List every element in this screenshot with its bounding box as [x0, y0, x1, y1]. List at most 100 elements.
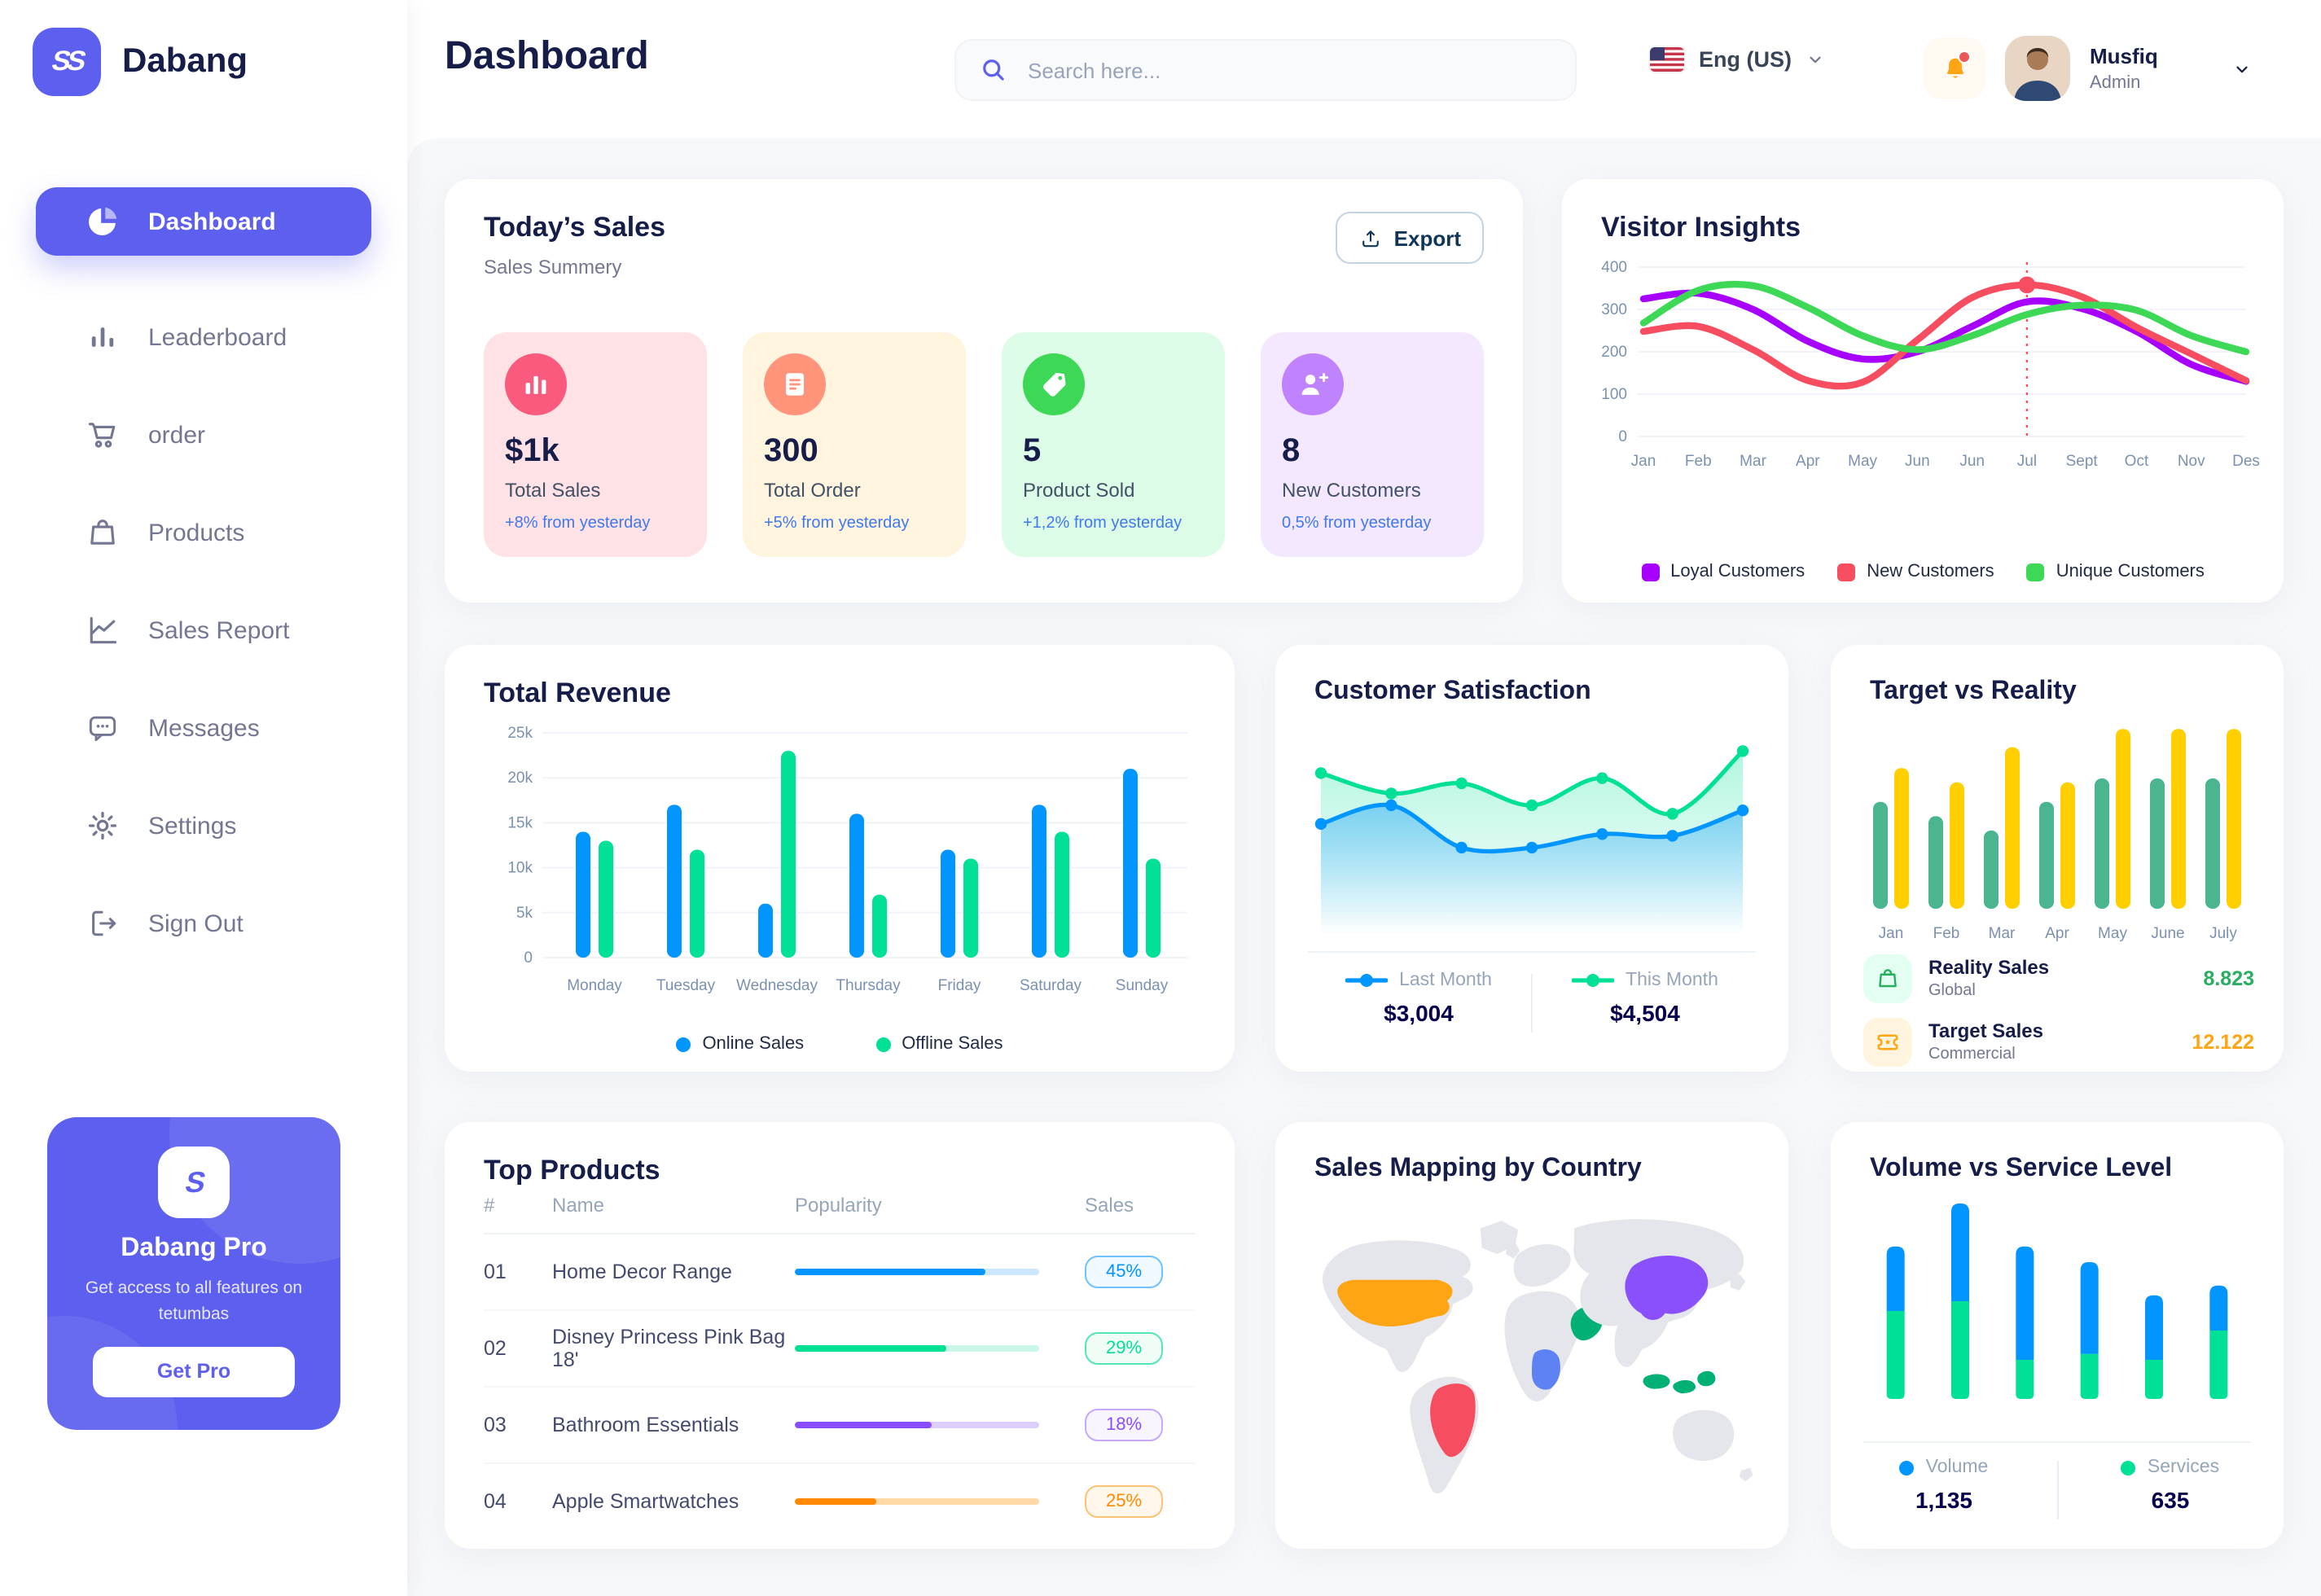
- svg-text:Friday: Friday: [938, 977, 981, 994]
- brand-logo-icon: SS: [33, 28, 101, 96]
- line-chart-icon: [85, 612, 121, 648]
- legend-value: 8.823: [2203, 967, 2254, 990]
- map-indonesia-2: [1673, 1379, 1696, 1394]
- sales-badge: 18%: [1085, 1409, 1163, 1441]
- stat-label: Total Sales: [505, 479, 601, 502]
- product-name: Home Decor Range: [552, 1261, 732, 1283]
- sidebar-item-label: Dashboard: [148, 208, 276, 235]
- legend-value: $4,504: [1610, 1000, 1680, 1026]
- map-united-states: [1337, 1279, 1453, 1326]
- customer-satisfaction-chart: [1301, 720, 1762, 946]
- stat-label: Total Order: [764, 479, 861, 502]
- svg-text:Thursday: Thursday: [836, 977, 901, 994]
- sidebar-item-label: Leaderboard: [148, 323, 287, 351]
- stat-card-total-sales: $1k Total Sales +8% from yesterday: [484, 332, 707, 557]
- sidebar-item-label: Sign Out: [148, 910, 244, 937]
- sales-mapping-card: Sales Mapping by Country: [1275, 1122, 1788, 1549]
- stat-card-new-customers: 8 New Customers 0,5% from yesterday: [1261, 332, 1484, 557]
- table-row: 03 Bathroom Essentials 18%: [484, 1388, 1196, 1464]
- svg-text:300: 300: [1601, 301, 1627, 318]
- target-vs-reality-legend: Reality Sales Global 8.823 Target Sales Comm…: [1863, 954, 2254, 1081]
- svg-text:Mar: Mar: [1989, 925, 2016, 942]
- todays-sales-subtitle: Sales Summery: [484, 256, 622, 278]
- sidebar-item-settings[interactable]: Settings: [0, 793, 407, 858]
- shopping-bag-icon: [1863, 954, 1912, 1003]
- svg-text:Sept: Sept: [2066, 453, 2099, 470]
- user-menu[interactable]: Musfiq Admin: [2005, 36, 2251, 101]
- sidebar-item-dashboard[interactable]: Dashboard: [36, 187, 371, 256]
- language-label: Eng (US): [1699, 47, 1792, 72]
- upload-icon: [1362, 230, 1379, 247]
- pro-logo-icon: S: [158, 1147, 230, 1218]
- stat-value: 5: [1023, 433, 1042, 469]
- top-products-title: Top Products: [484, 1155, 660, 1186]
- language-selector[interactable]: Eng (US): [1650, 47, 1824, 72]
- visitor-insights-chart: 400 300 200 100 0 Jan Feb Mar Apr May Jun Jun Jul Sep…: [1582, 254, 2262, 500]
- notification-button[interactable]: [1924, 37, 1985, 99]
- stat-card-total-order: 300 Total Order +5% from yesterday: [743, 332, 966, 557]
- pro-title: Dabang Pro: [121, 1234, 267, 1262]
- sign-out-icon: [85, 905, 121, 941]
- todays-sales-card: Today’s Sales Sales Summery Export $1k To…: [445, 179, 1523, 603]
- top-products-card: Top Products # Name Popularity Sales 01 H…: [445, 1122, 1235, 1549]
- sidebar-item-messages[interactable]: Messages: [0, 695, 407, 761]
- svg-text:20k: 20k: [507, 770, 533, 787]
- sidebar-item-products[interactable]: Products: [0, 500, 407, 565]
- export-button[interactable]: Export: [1335, 212, 1484, 264]
- search-icon: [983, 59, 1004, 81]
- svg-text:June: June: [2151, 925, 2184, 942]
- svg-text:Jan: Jan: [1631, 453, 1656, 470]
- target-vs-reality-chart: Jan Feb Mar Apr May June July: [1863, 710, 2251, 962]
- map-japan: [1730, 1274, 1746, 1291]
- total-revenue-card: Total Revenue 0 5k 10k 15k 20k 25k Monday Tuesd…: [445, 645, 1235, 1072]
- stat-value: 300: [764, 433, 818, 469]
- chevron-down-icon: [1806, 50, 1824, 68]
- stat-label: Product Sold: [1023, 479, 1135, 502]
- legend-item: Services 635: [2074, 1458, 2266, 1513]
- table-row: 01 Home Decor Range 45%: [484, 1234, 1196, 1311]
- sales-badge: 29%: [1085, 1332, 1163, 1365]
- sidebar-item-sales-report[interactable]: Sales Report: [0, 598, 407, 663]
- sidebar-item-label: Messages: [148, 714, 260, 742]
- stats-row: $1k Total Sales +8% from yesterday 300 Total…: [484, 332, 1484, 557]
- sidebar-item-order[interactable]: order: [0, 402, 407, 467]
- target-vs-reality-title: Target vs Reality: [1870, 677, 2077, 705]
- bar-chart-icon: [85, 319, 121, 355]
- sidebar-item-sign-out[interactable]: Sign Out: [0, 891, 407, 956]
- volume-vs-service-title: Volume vs Service Level: [1870, 1155, 2173, 1182]
- bell-icon: [1946, 57, 1963, 77]
- customer-satisfaction-title: Customer Satisfaction: [1314, 677, 1591, 705]
- popularity-bar: [795, 1345, 1039, 1352]
- legend-item: Loyal Customers: [1641, 562, 1805, 581]
- svg-text:Saturday: Saturday: [1020, 977, 1082, 994]
- search-bar[interactable]: [954, 39, 1577, 101]
- legend-item: Target Sales Commercial 12.122: [1863, 1018, 2254, 1067]
- legend-item: This Month $4,504: [1549, 971, 1741, 1026]
- target-vs-reality-card: Target vs Reality Jan Feb Mar Apr May June Jul…: [1831, 645, 2284, 1072]
- chevron-down-icon: [2233, 59, 2251, 77]
- svg-text:400: 400: [1601, 259, 1627, 276]
- tag-icon: [1023, 353, 1085, 415]
- svg-text:0: 0: [524, 949, 533, 967]
- map-africa: [1504, 1291, 1581, 1401]
- get-pro-button[interactable]: Get Pro: [93, 1346, 295, 1397]
- bag-icon: [85, 515, 121, 550]
- sidebar-item-label: Products: [148, 519, 245, 546]
- user-name: Musfiq: [2090, 44, 2158, 68]
- svg-text:July: July: [2209, 925, 2237, 942]
- header: Dashboard Eng (US) Musfiq Admin: [407, 0, 2321, 138]
- table-row: 02 Disney Princess Pink Bag 18' 29%: [484, 1311, 1196, 1388]
- sidebar-item-label: Settings: [148, 812, 237, 840]
- search-input[interactable]: [1024, 56, 1552, 84]
- stat-value: $1k: [505, 433, 559, 469]
- svg-text:5k: 5k: [516, 905, 533, 922]
- us-flag-icon: [1650, 47, 1684, 72]
- map-dr-congo: [1532, 1349, 1560, 1390]
- svg-text:Apr: Apr: [2045, 925, 2069, 942]
- map-new-zealand: [1739, 1467, 1753, 1482]
- total-revenue-chart: 0 5k 10k 15k 20k 25k Monday Tuesday Wednesday Thu…: [477, 717, 1202, 1015]
- sidebar-item-leaderboard[interactable]: Leaderboard: [0, 305, 407, 370]
- svg-text:10k: 10k: [507, 860, 533, 877]
- svg-text:Apr: Apr: [1796, 453, 1820, 470]
- product-rank: 01: [484, 1261, 507, 1283]
